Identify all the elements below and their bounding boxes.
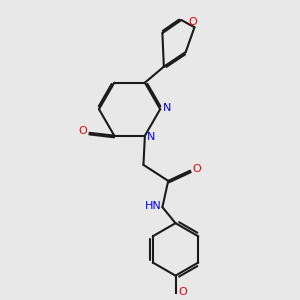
Text: O: O [178,287,187,297]
Text: HN: HN [145,201,161,211]
Text: O: O [79,126,88,136]
Text: O: O [189,17,197,27]
Text: N: N [162,103,171,113]
Text: N: N [147,132,155,142]
Text: O: O [192,164,201,174]
